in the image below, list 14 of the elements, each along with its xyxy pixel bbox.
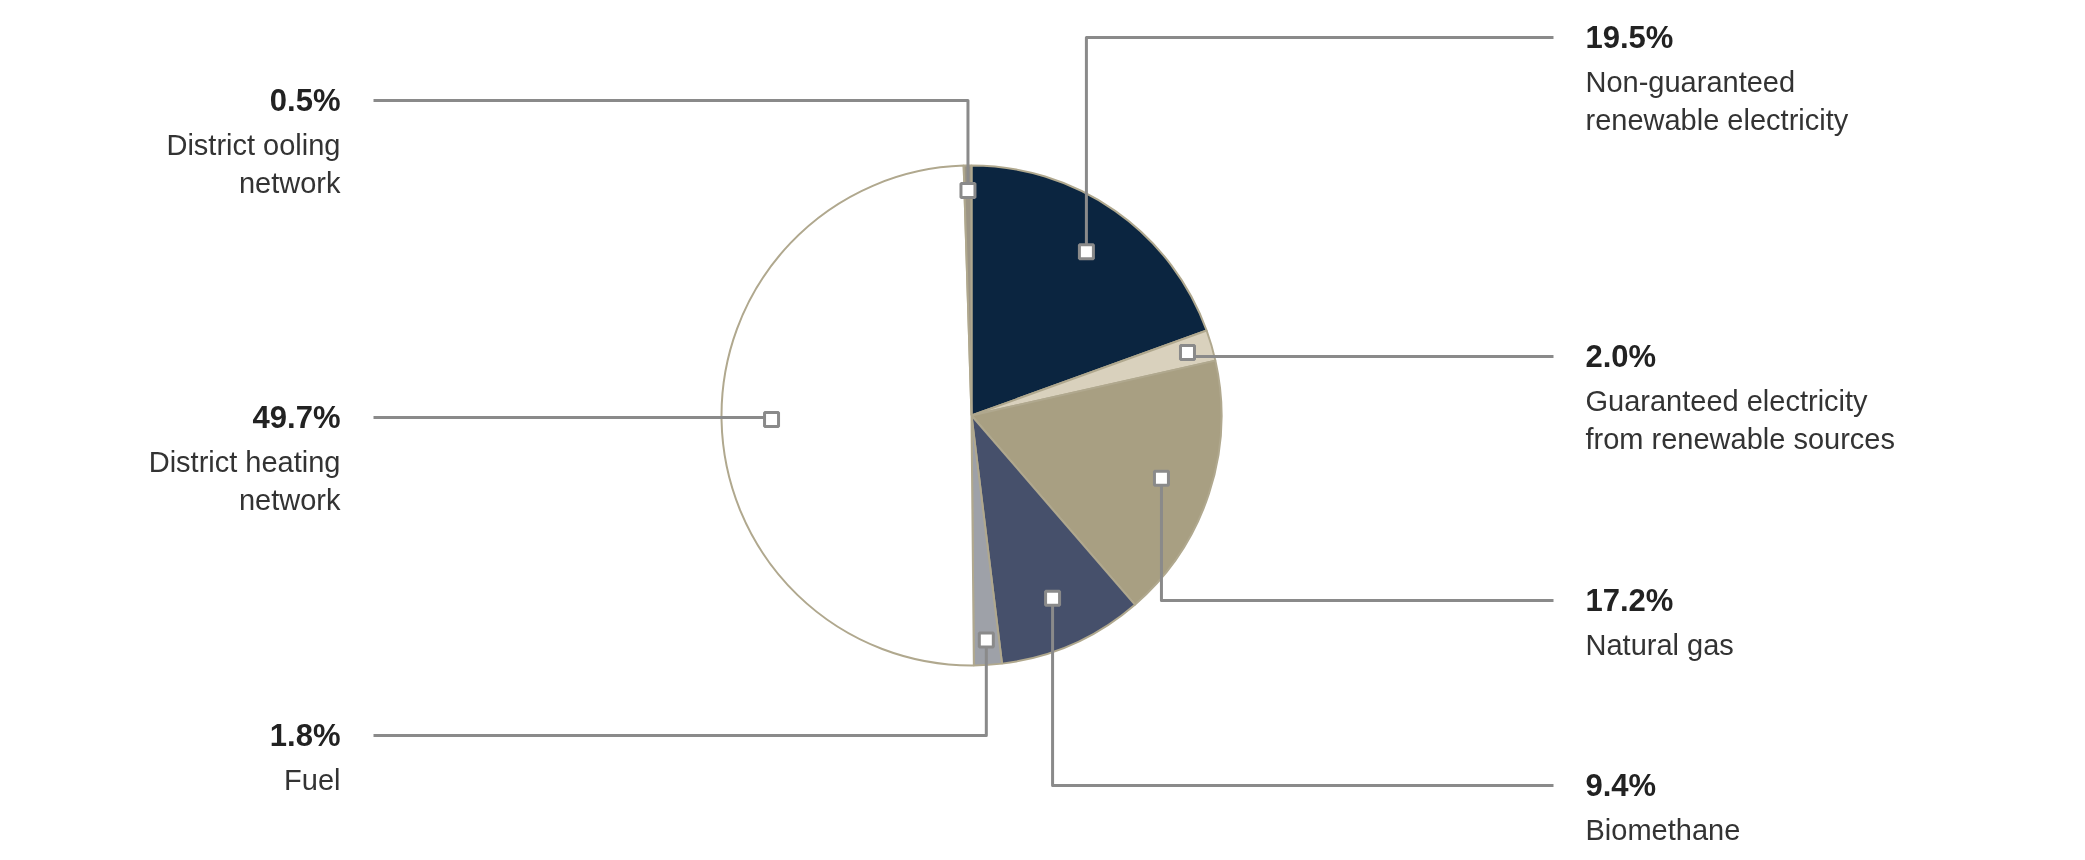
slice-label: District heating network [148,445,341,516]
slice-label: District ooling network [166,128,341,199]
slice-label: Non-guaranteed renewable electricity [1585,65,1849,136]
slice-label: Natural gas [1585,628,1734,661]
data-label: 0.5% [269,83,341,118]
data-label: 19.5% [1585,20,1674,55]
slice-label: Guaranteed electricity from renewable sources [1585,384,1895,455]
data-label: 2.0% [1585,339,1657,374]
data-label: 17.2% [1585,583,1674,618]
data-label: 49.7% [252,400,341,435]
data-label: 1.8% [269,718,341,753]
slice-label: Fuel [284,763,341,796]
slice-label: Biomethane [1585,813,1741,846]
data-label: 9.4% [1585,768,1657,803]
